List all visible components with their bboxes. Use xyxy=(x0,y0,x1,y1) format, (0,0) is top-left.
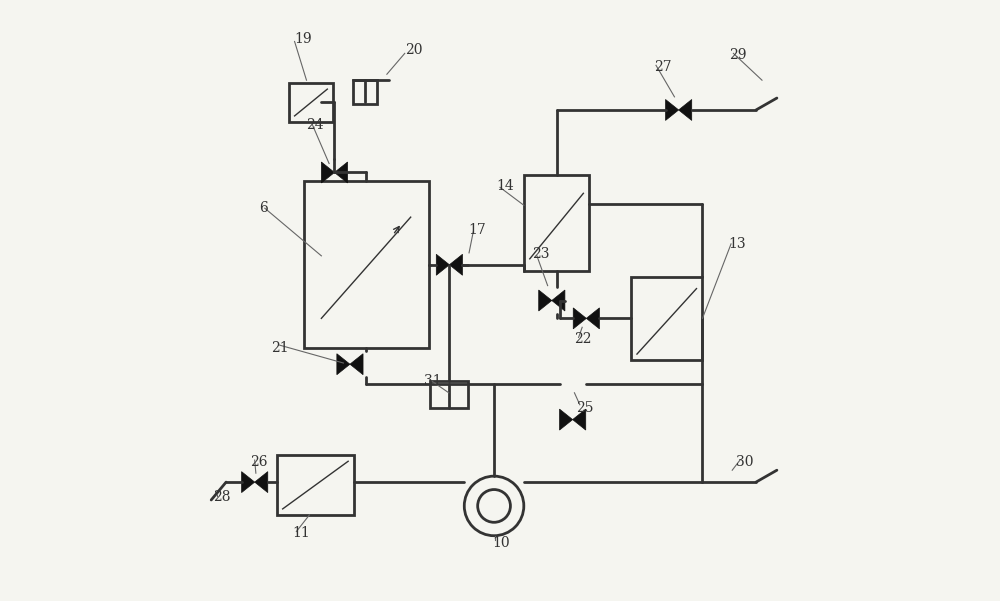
Polygon shape xyxy=(436,254,449,275)
Polygon shape xyxy=(334,162,348,183)
Bar xyxy=(304,182,429,348)
Bar xyxy=(430,381,468,407)
Bar xyxy=(277,456,354,515)
Text: 28: 28 xyxy=(213,490,230,504)
Text: 19: 19 xyxy=(295,31,312,46)
Text: 27: 27 xyxy=(654,60,671,74)
Text: 13: 13 xyxy=(728,237,746,251)
Polygon shape xyxy=(560,409,573,430)
Text: 22: 22 xyxy=(574,332,592,346)
Text: 23: 23 xyxy=(532,247,550,261)
Polygon shape xyxy=(666,100,679,120)
Text: 31: 31 xyxy=(424,374,441,388)
Text: 30: 30 xyxy=(736,456,754,469)
Bar xyxy=(524,175,589,270)
Text: 11: 11 xyxy=(293,526,311,540)
Text: 29: 29 xyxy=(729,48,747,62)
Polygon shape xyxy=(350,354,363,374)
Text: 17: 17 xyxy=(468,223,486,237)
Polygon shape xyxy=(255,472,268,493)
Polygon shape xyxy=(539,290,552,311)
Text: 24: 24 xyxy=(306,118,324,132)
Text: 20: 20 xyxy=(405,43,422,58)
Bar xyxy=(289,83,333,122)
Bar xyxy=(631,276,702,360)
Text: 6: 6 xyxy=(259,201,268,215)
Polygon shape xyxy=(321,162,334,183)
Polygon shape xyxy=(573,409,586,430)
Polygon shape xyxy=(573,308,586,329)
Text: 10: 10 xyxy=(492,537,510,551)
Text: 26: 26 xyxy=(250,456,267,469)
Polygon shape xyxy=(679,100,692,120)
Polygon shape xyxy=(449,254,462,275)
Bar xyxy=(353,80,377,104)
Text: 25: 25 xyxy=(576,401,594,415)
Text: 21: 21 xyxy=(271,341,288,355)
Polygon shape xyxy=(337,354,350,374)
Polygon shape xyxy=(552,290,565,311)
Text: 14: 14 xyxy=(496,179,514,193)
Polygon shape xyxy=(242,472,255,493)
Polygon shape xyxy=(586,308,599,329)
